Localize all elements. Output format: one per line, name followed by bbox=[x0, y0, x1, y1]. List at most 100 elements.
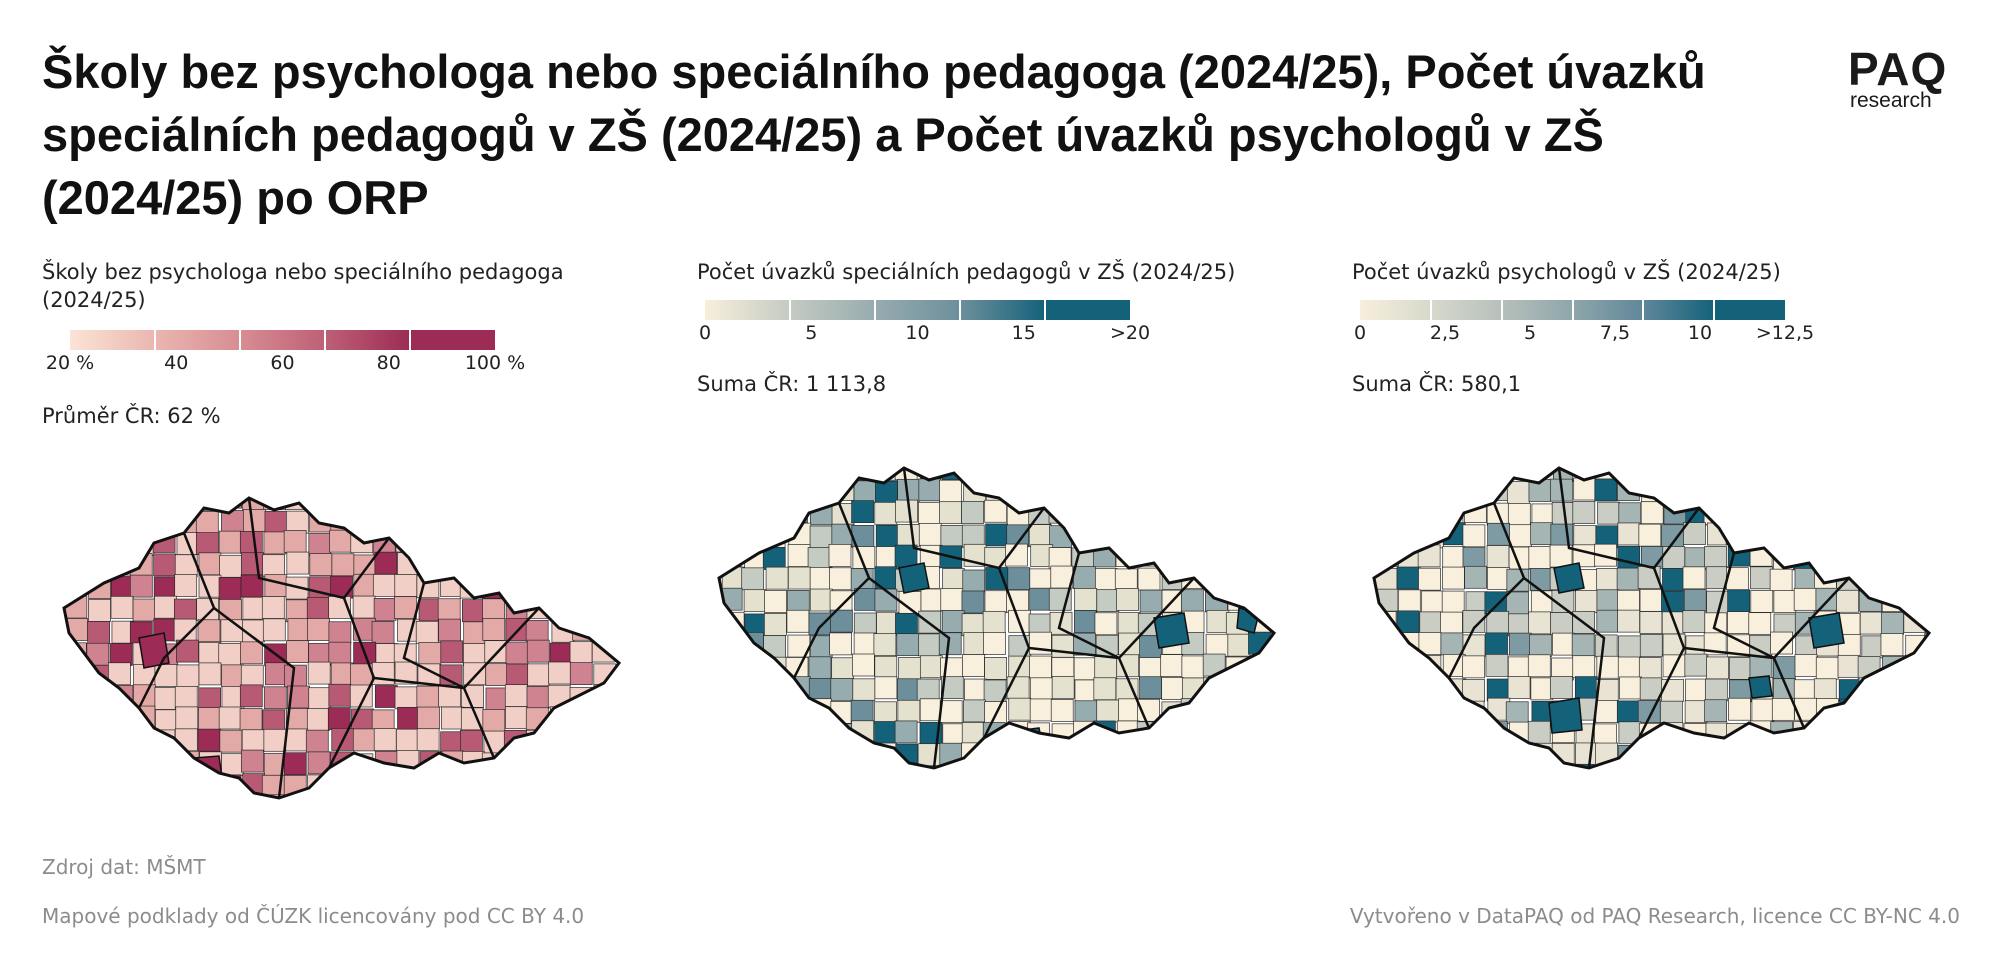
orp-region bbox=[719, 568, 721, 591]
orp-region bbox=[1925, 654, 1929, 677]
orp-region bbox=[1859, 763, 1883, 768]
orp-region bbox=[1443, 468, 1467, 482]
orp-region bbox=[852, 653, 875, 677]
orp-region bbox=[1205, 721, 1229, 745]
orp-region bbox=[985, 523, 1008, 547]
orp-region bbox=[1376, 480, 1400, 504]
country-border bbox=[717, 466, 1277, 770]
orp-region bbox=[1374, 743, 1398, 767]
orp-region bbox=[1399, 700, 1423, 724]
orp-region bbox=[1881, 544, 1904, 568]
orp-region bbox=[283, 752, 307, 776]
orp-region bbox=[942, 723, 966, 747]
orp-region bbox=[1270, 611, 1274, 634]
orp-region bbox=[1462, 609, 1486, 633]
orp-region bbox=[176, 639, 199, 663]
orp-region bbox=[1464, 745, 1488, 768]
orp-region bbox=[919, 655, 943, 679]
orp-region bbox=[1773, 590, 1797, 613]
legend-title: Počet úvazků speciálních pedagogů v ZŠ (… bbox=[697, 260, 1236, 284]
orp-region bbox=[1268, 589, 1274, 613]
legend-label: 7,5 bbox=[1599, 322, 1631, 344]
orp-region bbox=[1050, 699, 1074, 722]
orp-region bbox=[570, 576, 593, 600]
orp-region bbox=[809, 766, 833, 768]
orp-region bbox=[719, 723, 722, 746]
orp-region bbox=[1205, 522, 1229, 545]
orp-region bbox=[1771, 697, 1795, 721]
orp-region bbox=[241, 749, 264, 773]
orp-region bbox=[439, 664, 463, 688]
orp-region bbox=[485, 663, 509, 687]
orp-region bbox=[1374, 501, 1378, 524]
orp-region bbox=[1439, 765, 1463, 768]
kraj-border bbox=[247, 497, 390, 600]
orp-region bbox=[614, 498, 619, 510]
orp-region bbox=[1139, 657, 1162, 680]
legend-swatch bbox=[705, 300, 790, 320]
orp-region bbox=[1139, 743, 1163, 767]
orp-region bbox=[719, 743, 720, 767]
orp-region bbox=[874, 701, 897, 725]
orp-region bbox=[963, 632, 987, 655]
orp-region bbox=[743, 589, 767, 613]
orp-region bbox=[459, 775, 483, 798]
orp-region bbox=[832, 743, 856, 767]
orp-region bbox=[1396, 677, 1420, 701]
orp-region-highlight bbox=[1548, 697, 1583, 734]
orp-region bbox=[1271, 657, 1274, 681]
orp-region bbox=[66, 773, 90, 797]
orp-region bbox=[1183, 544, 1207, 568]
orp-region bbox=[242, 596, 266, 620]
orp-region bbox=[571, 795, 595, 798]
orp-region bbox=[1815, 468, 1839, 481]
orp-region bbox=[983, 468, 1007, 481]
national-average: Průměr ČR: 62 % bbox=[42, 404, 221, 428]
orp-region bbox=[482, 598, 505, 622]
orp-region bbox=[918, 501, 941, 525]
orp-region bbox=[1638, 523, 1662, 547]
orp-region bbox=[1462, 546, 1486, 570]
orp-region bbox=[1507, 656, 1531, 680]
orp-region bbox=[1704, 699, 1727, 723]
orp-region bbox=[1839, 763, 1863, 768]
orp-region bbox=[1529, 634, 1552, 658]
orp-region bbox=[939, 501, 962, 525]
orp-region bbox=[1924, 764, 1929, 768]
orp-region bbox=[1835, 721, 1859, 745]
orp-region bbox=[808, 723, 832, 747]
orp-region bbox=[742, 720, 766, 743]
orp-region bbox=[1638, 767, 1662, 768]
orp-region bbox=[1506, 591, 1529, 615]
orp-region bbox=[505, 706, 528, 730]
orp-region bbox=[1227, 468, 1250, 480]
orp-region bbox=[1249, 676, 1273, 699]
orp-region bbox=[719, 468, 723, 483]
orp-region bbox=[1903, 523, 1927, 547]
orp-region bbox=[1029, 677, 1053, 701]
orp-region bbox=[1837, 478, 1861, 502]
orp-region bbox=[1485, 654, 1509, 677]
legend-tick bbox=[409, 330, 411, 350]
orp-region bbox=[1706, 656, 1729, 680]
orp-region bbox=[569, 510, 593, 534]
orp-region bbox=[418, 598, 442, 622]
orp-region bbox=[1071, 742, 1095, 766]
orp-region bbox=[1617, 589, 1640, 613]
orp-region bbox=[741, 744, 765, 768]
paq-research-logo: PAQ research bbox=[1848, 46, 1968, 111]
orp-region bbox=[1161, 766, 1185, 768]
orp-region bbox=[964, 468, 987, 481]
orp-region bbox=[1249, 655, 1273, 678]
orp-region bbox=[86, 511, 110, 534]
orp-region bbox=[1639, 611, 1663, 634]
orp-region bbox=[394, 596, 417, 619]
orp-region bbox=[764, 764, 788, 768]
orp-region bbox=[1029, 655, 1052, 679]
orp-region bbox=[1703, 502, 1727, 526]
legend-swatch bbox=[790, 300, 875, 320]
orp-region bbox=[1462, 524, 1486, 548]
orp-region bbox=[1094, 612, 1118, 636]
orp-region bbox=[1419, 721, 1443, 745]
orp-region bbox=[1161, 479, 1185, 503]
